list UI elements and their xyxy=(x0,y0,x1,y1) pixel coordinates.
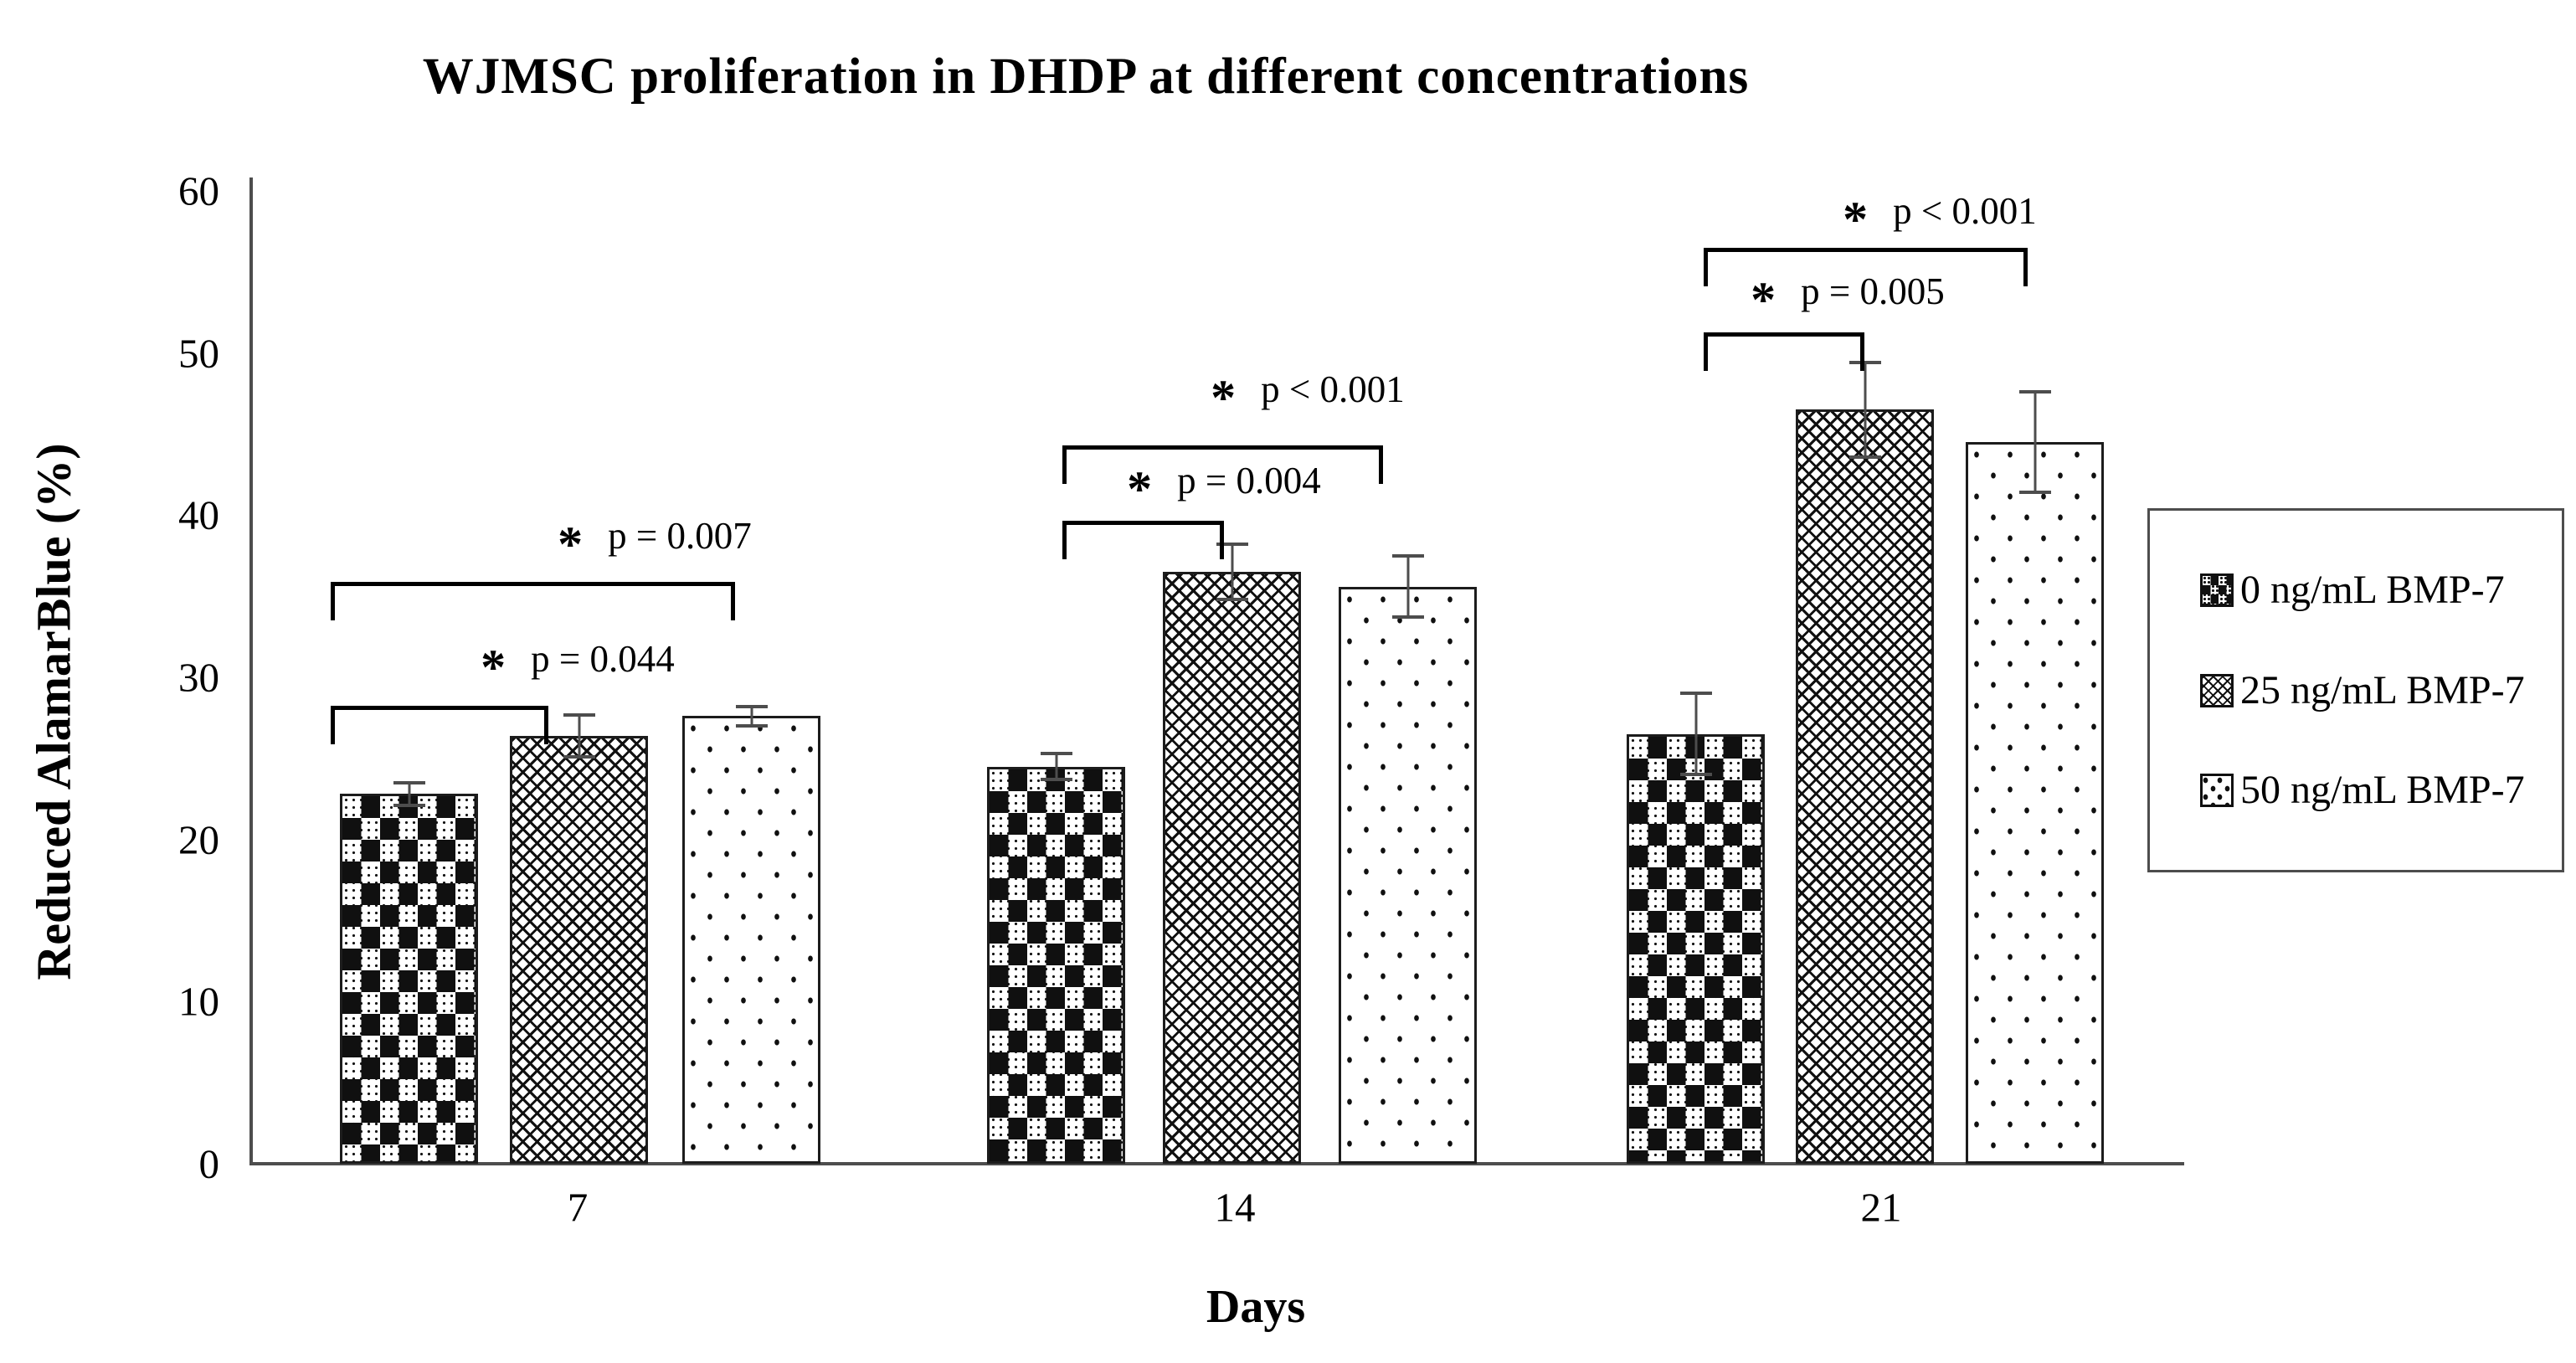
error-bar xyxy=(1848,361,1881,459)
significance-star: * xyxy=(481,640,506,695)
error-bar-stem xyxy=(2034,393,2036,491)
error-bar xyxy=(735,704,768,728)
error-bar xyxy=(1040,752,1072,781)
y-tick-label: 10 xyxy=(178,978,219,1025)
significance-annotation: * p < 0.001 xyxy=(1211,364,1405,423)
significance-bracket xyxy=(1704,332,1864,371)
legend-item: 25 ng/mL BMP-7 xyxy=(2200,667,2562,712)
x-axis-title: Days xyxy=(1206,1281,1306,1333)
error-bar-stem xyxy=(1694,695,1697,774)
error-bar-stem xyxy=(1864,364,1866,455)
p-value-label: p = 0.005 xyxy=(1801,270,1945,312)
error-bar-stem xyxy=(1055,755,1057,778)
error-bar-stem xyxy=(1231,546,1233,598)
significance-star: * xyxy=(1211,370,1237,425)
error-bar-stem xyxy=(1406,557,1409,616)
significance-star: * xyxy=(1843,192,1869,247)
y-tick-label: 0 xyxy=(198,1140,220,1187)
y-tick-label: 30 xyxy=(178,654,219,701)
error-bar-stem xyxy=(578,716,580,755)
x-tick-label: 21 xyxy=(1860,1184,1902,1231)
significance-star: * xyxy=(1127,461,1153,517)
significance-bracket xyxy=(1062,445,1383,484)
error-bar xyxy=(1679,692,1712,777)
bar-dots-day21 xyxy=(1966,442,2104,1164)
x-tick-label: 14 xyxy=(1214,1184,1256,1231)
significance-bracket xyxy=(331,706,548,744)
legend-label: 50 ng/mL BMP-7 xyxy=(2240,767,2525,812)
bar-checker-day21 xyxy=(1627,733,1765,1164)
y-tick-label: 40 xyxy=(178,491,219,538)
error-bar xyxy=(1391,553,1424,620)
error-bar-stem xyxy=(408,784,410,804)
significance-bracket xyxy=(1062,521,1224,559)
error-bar xyxy=(393,780,425,807)
p-value-label: p < 0.001 xyxy=(1893,189,2037,232)
y-tick-label: 50 xyxy=(178,330,219,377)
error-bar xyxy=(2018,390,2051,495)
x-axis-line xyxy=(249,1162,2184,1165)
p-value-label: p < 0.001 xyxy=(1261,368,1405,410)
legend-item: 0 ng/mL BMP-7 xyxy=(2200,570,2562,610)
y-tick-label: 20 xyxy=(178,816,219,863)
error-bar xyxy=(1216,543,1248,601)
legend-label: 25 ng/mL BMP-7 xyxy=(2240,667,2525,712)
significance-annotation: * p = 0.004 xyxy=(1127,455,1321,514)
legend-item: 50 ng/mL BMP-7 xyxy=(2200,767,2562,812)
significance-bracket xyxy=(331,582,735,620)
legend-label: 0 ng/mL BMP-7 xyxy=(2240,568,2505,613)
significance-annotation: * p = 0.005 xyxy=(1751,266,1945,325)
y-tick-label: 60 xyxy=(178,167,219,214)
bar-dots-day14 xyxy=(1339,586,1477,1164)
y-axis-line xyxy=(249,177,253,1165)
p-value-label: p = 0.007 xyxy=(608,514,752,557)
significance-bracket xyxy=(1704,248,2028,286)
dots-pattern-swatch-icon xyxy=(2200,773,2234,807)
bar-checker-day7 xyxy=(340,794,478,1164)
significance-annotation: * p = 0.007 xyxy=(558,511,752,569)
bar-dots-day7 xyxy=(682,716,820,1164)
legend: 0 ng/mL BMP-7 25 ng/mL BMP-7 50 ng/mL BM… xyxy=(2147,508,2564,872)
significance-star: * xyxy=(1751,272,1776,327)
bar-checker-day14 xyxy=(987,766,1125,1164)
p-value-label: p = 0.004 xyxy=(1177,459,1321,501)
error-bar xyxy=(563,712,595,759)
significance-annotation: * p = 0.044 xyxy=(481,634,675,692)
bar-weave-day21 xyxy=(1796,409,1934,1164)
error-bar-stem xyxy=(750,707,753,725)
bar-weave-day7 xyxy=(510,735,648,1164)
x-tick-label: 7 xyxy=(567,1184,589,1231)
chart-title: WJMSC proliferation in DHDP at different… xyxy=(422,49,1750,105)
bar-weave-day14 xyxy=(1163,572,1301,1164)
significance-star: * xyxy=(558,517,584,572)
p-value-label: p = 0.044 xyxy=(531,637,675,680)
weave-pattern-swatch-icon xyxy=(2200,673,2234,707)
significance-annotation: * p < 0.001 xyxy=(1843,186,2037,244)
checker-pattern-swatch-icon xyxy=(2200,573,2234,608)
